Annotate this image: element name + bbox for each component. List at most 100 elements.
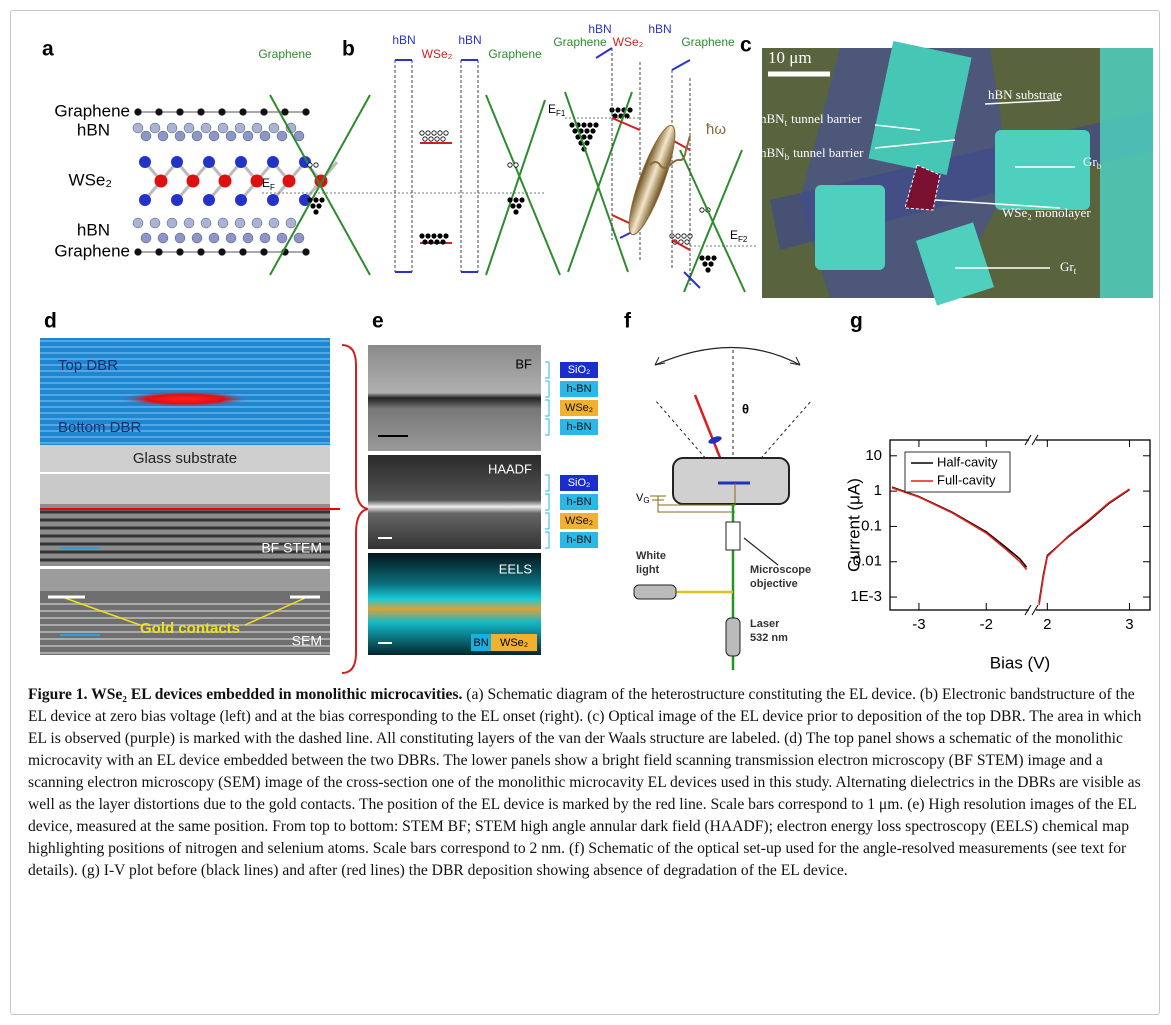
atom — [276, 130, 288, 142]
band-label: hBN — [648, 22, 671, 36]
carrier — [705, 255, 711, 261]
atom — [154, 174, 168, 188]
atom — [235, 156, 247, 168]
carrier — [313, 209, 319, 215]
carrier — [431, 130, 437, 136]
label-sub: F — [270, 183, 275, 192]
layer-label: SiO₂ — [568, 364, 591, 376]
lens — [708, 436, 722, 444]
image-label: WSe₂ monolayer — [1002, 205, 1091, 220]
carrier — [708, 261, 714, 267]
atom — [268, 122, 280, 134]
panel-label: e — [372, 310, 384, 333]
atom — [259, 130, 271, 142]
brace — [545, 493, 550, 511]
gate-circuit — [650, 483, 736, 513]
atom — [197, 248, 205, 256]
layer-label: h-BN — [566, 496, 591, 508]
atom — [251, 122, 263, 134]
carrier — [675, 233, 681, 239]
graphene-flake — [915, 222, 995, 306]
panel-label: a — [42, 38, 54, 61]
atom — [293, 232, 305, 244]
legend-box — [904, 451, 1011, 493]
atom — [174, 232, 186, 244]
band-label: Graphene — [488, 47, 542, 61]
atom — [259, 232, 271, 244]
atom — [132, 122, 144, 134]
carrier — [681, 233, 687, 239]
objective — [725, 521, 741, 551]
atom — [132, 217, 144, 229]
graphene-cone — [485, 99, 546, 276]
atom — [183, 122, 195, 134]
laser — [725, 617, 741, 657]
layer-label: WSe₂ — [69, 170, 112, 189]
carrier — [422, 136, 428, 142]
atom — [134, 248, 142, 256]
sem-top — [40, 569, 330, 591]
layer-box — [560, 475, 598, 491]
fermi-label: EF2 — [730, 228, 748, 244]
carrier — [513, 197, 519, 203]
carrier — [702, 261, 708, 267]
axis-break — [1029, 437, 1036, 443]
legend-label: WSe₂ — [500, 637, 528, 649]
band-label: hBN — [588, 22, 611, 36]
atom — [186, 174, 200, 188]
brace — [545, 399, 550, 417]
optical-image — [762, 40, 1153, 306]
layer-label: h-BN — [566, 534, 591, 546]
atom — [197, 108, 205, 116]
barrier-edge — [394, 60, 479, 272]
setup-label: Microscope — [750, 564, 811, 576]
axis-break — [1024, 604, 1039, 616]
atom — [268, 217, 280, 229]
atom — [149, 122, 161, 134]
recombination — [628, 124, 676, 236]
band-label: hBN — [458, 33, 481, 47]
atom — [242, 130, 254, 142]
atom — [200, 122, 212, 134]
scale-label: 10 μm — [768, 48, 812, 67]
label-sub: b — [1097, 161, 1102, 171]
axis-break — [1024, 434, 1039, 446]
hbn-band — [395, 59, 478, 273]
setup-label: light — [636, 564, 660, 576]
brace — [545, 361, 550, 379]
carrier — [584, 140, 590, 146]
legend-label: BN — [473, 637, 488, 649]
image-stripes — [40, 474, 330, 654]
atom — [234, 122, 246, 134]
label-sub: G — [643, 496, 649, 505]
image-label: hBNt tunnel barrier — [760, 111, 862, 128]
carrier — [705, 267, 711, 273]
layer-box — [560, 362, 598, 378]
carrier — [513, 209, 519, 215]
setup-label: 532 nm — [750, 632, 788, 644]
x-tick-label: 2 — [1043, 616, 1051, 633]
plot-frame — [889, 439, 1151, 611]
y-tick-label: 1 — [874, 482, 882, 499]
el-device — [120, 391, 250, 407]
layer-label: hBN — [77, 220, 110, 239]
legend-swatch — [471, 634, 491, 651]
atom — [171, 194, 183, 206]
graphene-flake — [995, 130, 1090, 210]
carrier — [584, 128, 590, 134]
atom — [139, 156, 151, 168]
dbr-stripes — [40, 340, 330, 444]
atom — [239, 108, 247, 116]
carrier — [319, 197, 325, 203]
atom — [208, 232, 220, 244]
atom — [155, 108, 163, 116]
layer-box — [560, 532, 598, 548]
carrier — [307, 197, 313, 203]
angle-label: θ — [742, 401, 749, 416]
atom — [293, 130, 305, 142]
atom — [285, 217, 297, 229]
label-sub: F1 — [556, 109, 566, 118]
brace — [545, 512, 550, 530]
layer-box — [560, 381, 598, 397]
band-label: Graphene — [553, 35, 607, 49]
